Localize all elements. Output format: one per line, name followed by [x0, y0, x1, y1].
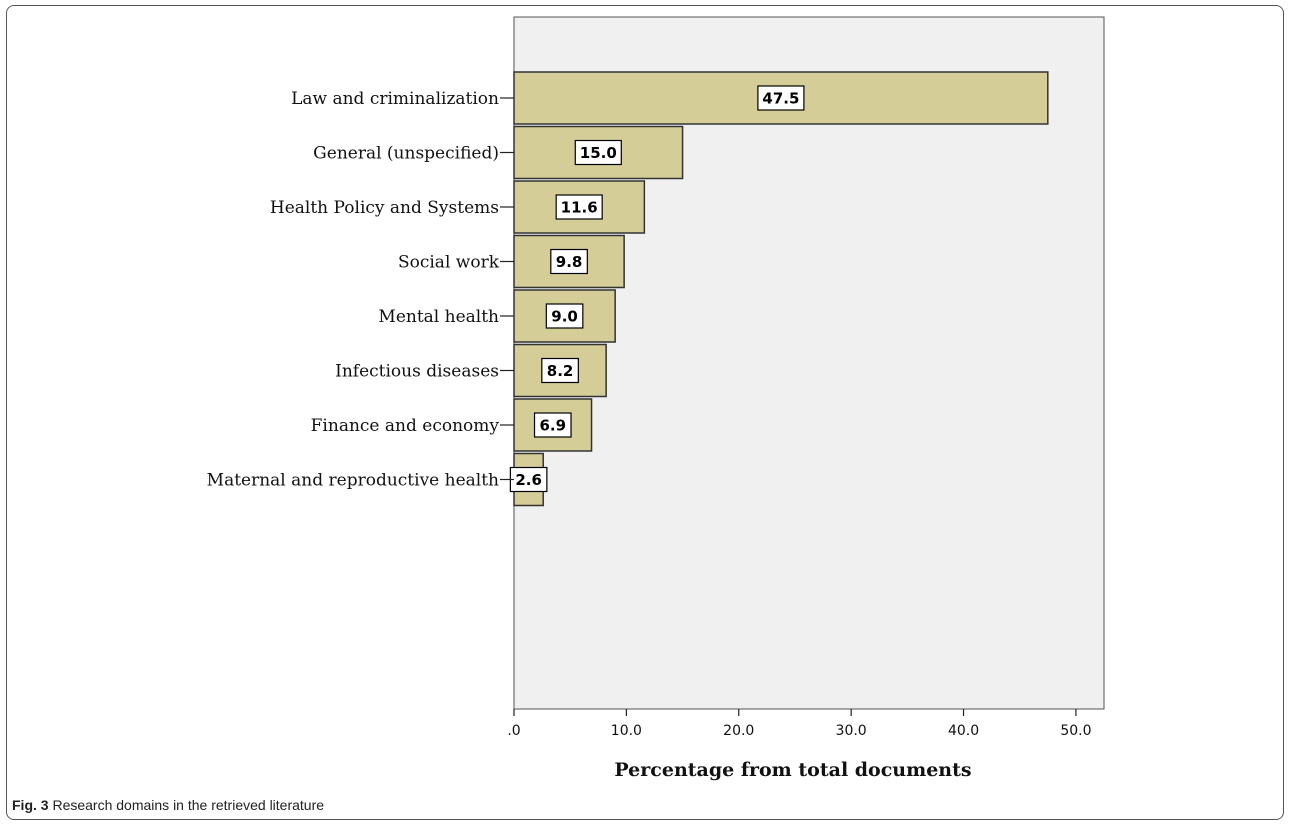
- data-label-box: [545, 303, 584, 329]
- data-label: 15.0: [580, 144, 617, 162]
- data-label-box: [550, 248, 588, 275]
- data-label-box: [757, 85, 805, 111]
- data-label-box: [541, 357, 579, 384]
- figure-caption: Fig. 3 Research domains in the retrieved…: [12, 797, 324, 813]
- category-label: Maternal and reproductive health: [207, 471, 499, 491]
- data-label-box: [574, 139, 622, 166]
- data-label: 9.8: [556, 253, 583, 271]
- category-label: Mental health: [378, 307, 499, 327]
- x-tick-label: .0: [507, 723, 520, 739]
- data-label: 8.2: [547, 362, 574, 380]
- x-tick-label: 10.0: [611, 723, 642, 739]
- figure-number: Fig. 3: [12, 797, 49, 813]
- data-label: 11.6: [561, 199, 598, 217]
- x-axis-title: Percentage from total documents: [614, 759, 971, 781]
- category-label: Finance and economy: [311, 416, 500, 436]
- data-label: 6.9: [539, 417, 566, 435]
- bar: [513, 398, 593, 452]
- category-label: General (unspecified): [313, 144, 499, 164]
- data-label: 47.5: [762, 90, 799, 108]
- x-tick-label: 50.0: [1060, 723, 1091, 739]
- category-label: Social work: [398, 253, 500, 273]
- category-label: Health Policy and Systems: [270, 198, 499, 218]
- category-label: Law and criminalization: [291, 89, 499, 109]
- data-label-box: [533, 412, 572, 438]
- x-tick-label: 20.0: [723, 723, 754, 739]
- x-tick-label: 30.0: [836, 723, 867, 739]
- data-label-box: [555, 194, 603, 220]
- data-label: 9.0: [551, 308, 578, 326]
- x-tick-label: 40.0: [948, 723, 979, 739]
- bar-chart: 47.5 15.0 11.6 9.8 9.0 8.2 6.9 2.6 Law and crim…: [207, 16, 1105, 781]
- caption-text: Research domains in the retrieved litera…: [52, 797, 325, 813]
- category-label: Infectious diseases: [335, 362, 499, 382]
- data-label: 2.6: [515, 471, 542, 489]
